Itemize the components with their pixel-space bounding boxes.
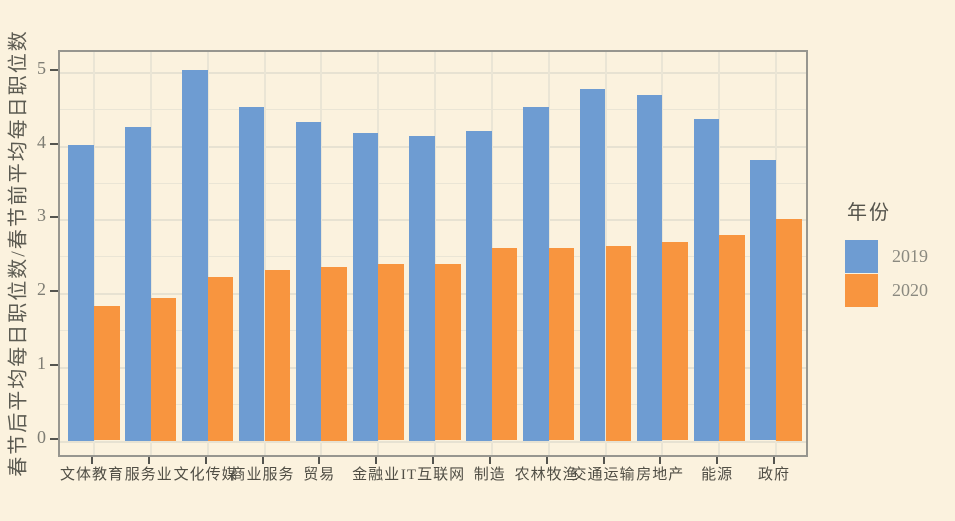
bar-2019-文化传媒 [182,69,208,441]
x-category-label: 政府 [757,467,791,483]
bar-2020-金融业 [378,264,404,441]
x-category-label: IT互联网 [400,467,466,483]
y-tick-mark [50,363,58,366]
bar-2020-IT互联网 [435,264,461,441]
y-tick-label: 3 [37,205,46,226]
y-tick-mark [50,142,58,145]
legend-item-2020: 2020 [845,273,953,307]
gridline-horizontal [60,440,806,443]
x-category-label: 能源 [701,467,734,483]
gridline-vertical [263,52,266,455]
x-tick-mark [375,457,378,464]
bar-2020-服务业 [150,297,177,441]
y-tick-label: 2 [37,279,46,300]
legend-title: 年份 [847,202,891,224]
x-category-label: 金融业 [352,467,401,483]
bar-2020-贸易 [321,267,347,441]
gridline-vertical [377,52,380,455]
y-tick-label: 5 [37,58,46,79]
y-tick-label: 0 [37,426,46,447]
bar-2020-农林牧渔 [548,248,575,441]
bar-2020-政府 [776,219,802,441]
gridline-horizontal [60,108,806,110]
bar-2020-交通运输 [605,245,632,441]
bar-2019-交通运输 [579,88,606,441]
y-tick-label: 1 [37,353,46,374]
bar-2020-房地产 [662,242,688,441]
y-tick-mark [50,216,58,219]
x-category-label: 房地产 [636,467,685,483]
x-category-label: 文化传媒 [173,467,238,483]
gridline-vertical [149,52,152,455]
gridline-vertical [320,52,323,455]
y-tick-mark [50,68,58,71]
x-tick-mark [318,457,321,464]
x-tick-mark [488,457,491,464]
gridline-vertical [206,52,209,455]
bar-2020-文化传媒 [207,276,234,441]
gridline-vertical [93,52,95,455]
legend-label: 2019 [892,245,928,266]
x-category-label: 商业服务 [230,467,295,483]
gridline-horizontal [60,71,806,74]
gridline-vertical [434,52,436,455]
bar-2019-金融业 [352,133,379,441]
y-axis-title: 春节后平均每日职位数/春节前平均每日职位数 [7,29,30,477]
bar-2019-政府 [750,159,776,441]
x-tick-mark [91,457,93,464]
x-tick-mark [716,457,719,464]
x-tick-mark [773,457,775,464]
x-tick-mark [545,457,548,464]
x-tick-mark [147,457,150,464]
x-tick-mark [659,457,662,464]
bar-2020-制造 [491,248,518,441]
plot-panel [58,50,808,457]
bar-2019-房地产 [636,94,663,441]
x-category-label: 服务业 [124,467,173,483]
bar-2019-IT互联网 [409,136,435,441]
legend-items: 2019 2020 [845,239,953,307]
x-tick-mark [602,457,605,464]
legend: 年份 2019 2020 [845,196,953,307]
bar-2019-服务业 [125,126,151,441]
legend-item-2019: 2019 [845,239,953,273]
x-category-label: 交通运输 [571,467,636,483]
bar-2019-农林牧渔 [523,106,549,441]
bar-2019-贸易 [295,122,322,441]
bar-2020-商业服务 [264,269,291,441]
legend-swatch-icon [845,239,878,273]
x-tick-mark [261,457,264,464]
legend-swatch-icon [845,273,878,307]
x-category-label: 制造 [473,467,506,483]
bar-2019-能源 [693,119,720,441]
bar-2020-能源 [719,234,745,441]
x-category-label: 农林牧渔 [514,467,579,483]
y-tick-label: 4 [37,131,46,152]
y-tick-mark [50,437,58,440]
bar-2019-文体教育 [68,144,94,441]
bar-2019-商业服务 [238,107,265,441]
x-category-label: 贸易 [303,467,336,483]
x-category-label: 文体教育 [59,467,125,483]
x-tick-mark [204,457,207,464]
bar-2019-制造 [466,130,492,441]
bar-2020-文体教育 [94,305,120,441]
y-tick-mark [50,290,58,293]
x-tick-mark [432,457,434,464]
legend-label: 2020 [892,279,928,300]
